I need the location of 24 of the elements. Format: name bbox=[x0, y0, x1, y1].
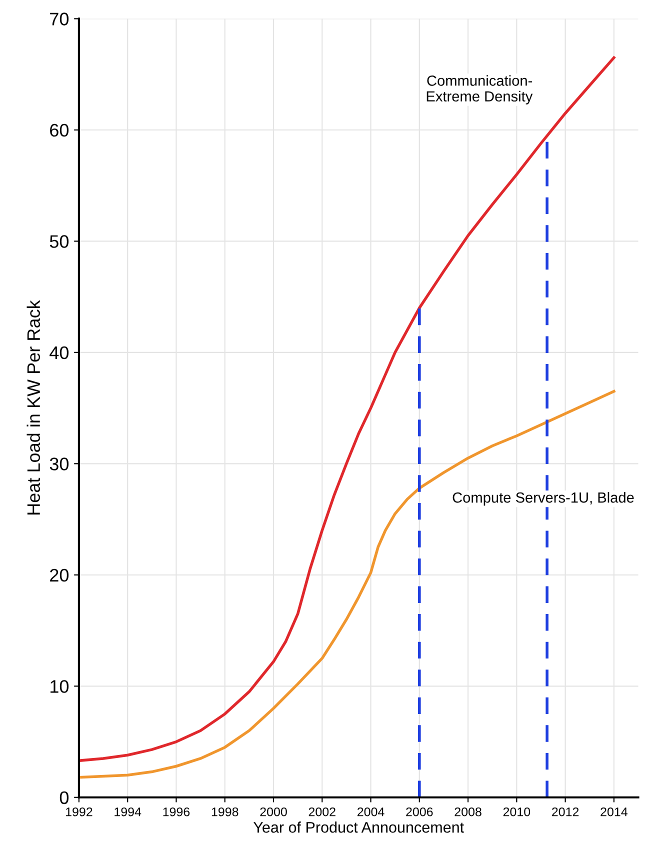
x-tick-label: 2014 bbox=[600, 807, 628, 816]
y-tick-label: 20 bbox=[50, 568, 69, 582]
x-tick-label: 2012 bbox=[552, 807, 579, 816]
x-tick-label: 2002 bbox=[308, 807, 336, 816]
x-tick-label: 2004 bbox=[357, 807, 384, 816]
y-tick-label: 10 bbox=[50, 680, 69, 693]
y-tick-label: 40 bbox=[50, 346, 69, 360]
x-tick-label: 1994 bbox=[114, 807, 142, 816]
x-tick-label: 1992 bbox=[66, 807, 92, 816]
y-tick-label: 50 bbox=[50, 235, 69, 248]
x-tick-label: 2006 bbox=[406, 807, 433, 816]
x-axis-title: Year of Product Announcement bbox=[253, 822, 464, 833]
y-tick-label: 0 bbox=[60, 791, 69, 804]
x-tick-label: 2000 bbox=[260, 807, 287, 816]
y-axis-title: Heat Load in KW Per Rack bbox=[26, 300, 40, 514]
series-label: Compute Servers-1U, Blade bbox=[452, 492, 634, 506]
y-tick-label: 60 bbox=[50, 124, 69, 137]
x-tick-label: 2010 bbox=[503, 807, 530, 816]
text: Communication- Extreme Density bbox=[426, 75, 533, 104]
x-tick-label: 1998 bbox=[212, 807, 238, 816]
x-tick-label: 2008 bbox=[454, 807, 482, 816]
y-tick-label: 30 bbox=[50, 458, 69, 470]
x-tick-label: 1996 bbox=[163, 807, 190, 816]
y-tick-label: 70 bbox=[50, 12, 69, 26]
